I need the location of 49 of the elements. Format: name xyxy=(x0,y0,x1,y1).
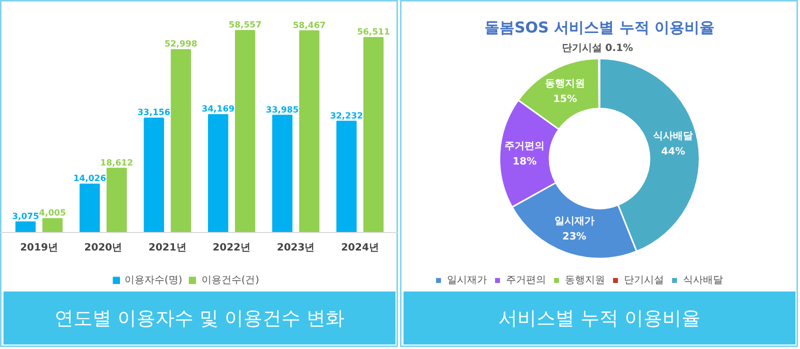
legend-label: 일시재가 xyxy=(447,274,487,287)
data-label: 32,232 xyxy=(330,111,363,122)
data-label: 58,557 xyxy=(228,20,262,30)
bar xyxy=(272,114,292,233)
data-label: 3,075 xyxy=(12,212,40,222)
data-label: 23% xyxy=(562,231,586,242)
slice-label: 식사배달 xyxy=(653,131,694,142)
data-label: 52,998 xyxy=(164,40,198,50)
bar xyxy=(42,218,63,233)
data-label: 18,612 xyxy=(100,158,134,168)
data-label: 33,985 xyxy=(266,105,299,116)
legend-label: 동행지원 xyxy=(565,274,605,287)
slice-label: 일시재가 xyxy=(554,216,594,227)
category-label: 단기시설 0.1% xyxy=(562,43,634,54)
bar xyxy=(208,114,228,233)
text: 서비스별 누적 이용비율 xyxy=(498,308,701,330)
text: 연도별 이용자수 및 이용건수 변화 xyxy=(54,308,345,330)
x-tick-label: 2020년 xyxy=(84,242,122,254)
data-label: 33,156 xyxy=(138,108,170,118)
chart-title: 돌봄SOS 서비스별 누적 이용비율 xyxy=(484,18,715,36)
legend-label: 식사배달 xyxy=(683,274,723,287)
x-tick-label: 2021년 xyxy=(148,242,186,254)
data-label: 4,005 xyxy=(39,208,66,219)
legend-label: 이용자수(명) xyxy=(124,274,182,287)
bar xyxy=(363,37,384,233)
slice-label: 주거편의 xyxy=(504,140,545,152)
legend-label: 주거편의 xyxy=(506,274,546,287)
x-tick-label: 2024년 xyxy=(341,242,379,254)
legend-label: 이용건수(건) xyxy=(201,274,260,287)
data-label: 34,169 xyxy=(202,104,235,115)
bar xyxy=(336,120,357,233)
x-tick-label: 2019년 xyxy=(20,242,58,254)
data-label: 56,511 xyxy=(357,28,390,38)
bar xyxy=(80,184,100,233)
x-tick-label: 2022년 xyxy=(212,242,251,254)
data-label: 18% xyxy=(512,156,537,168)
bar xyxy=(106,168,127,233)
data-label: 44% xyxy=(661,146,686,158)
data-label: 14,026 xyxy=(73,174,106,184)
bar xyxy=(299,30,320,233)
slice-label: 동행지원 xyxy=(545,78,586,90)
bar xyxy=(170,49,192,233)
x-tick-label: 2023년 xyxy=(276,242,315,254)
legend-label: 단기시설 xyxy=(624,274,664,287)
bar xyxy=(144,118,164,233)
data-label: 15% xyxy=(553,94,578,106)
data-label: 58,467 xyxy=(292,20,326,31)
bar xyxy=(15,221,36,233)
bar xyxy=(234,30,256,233)
